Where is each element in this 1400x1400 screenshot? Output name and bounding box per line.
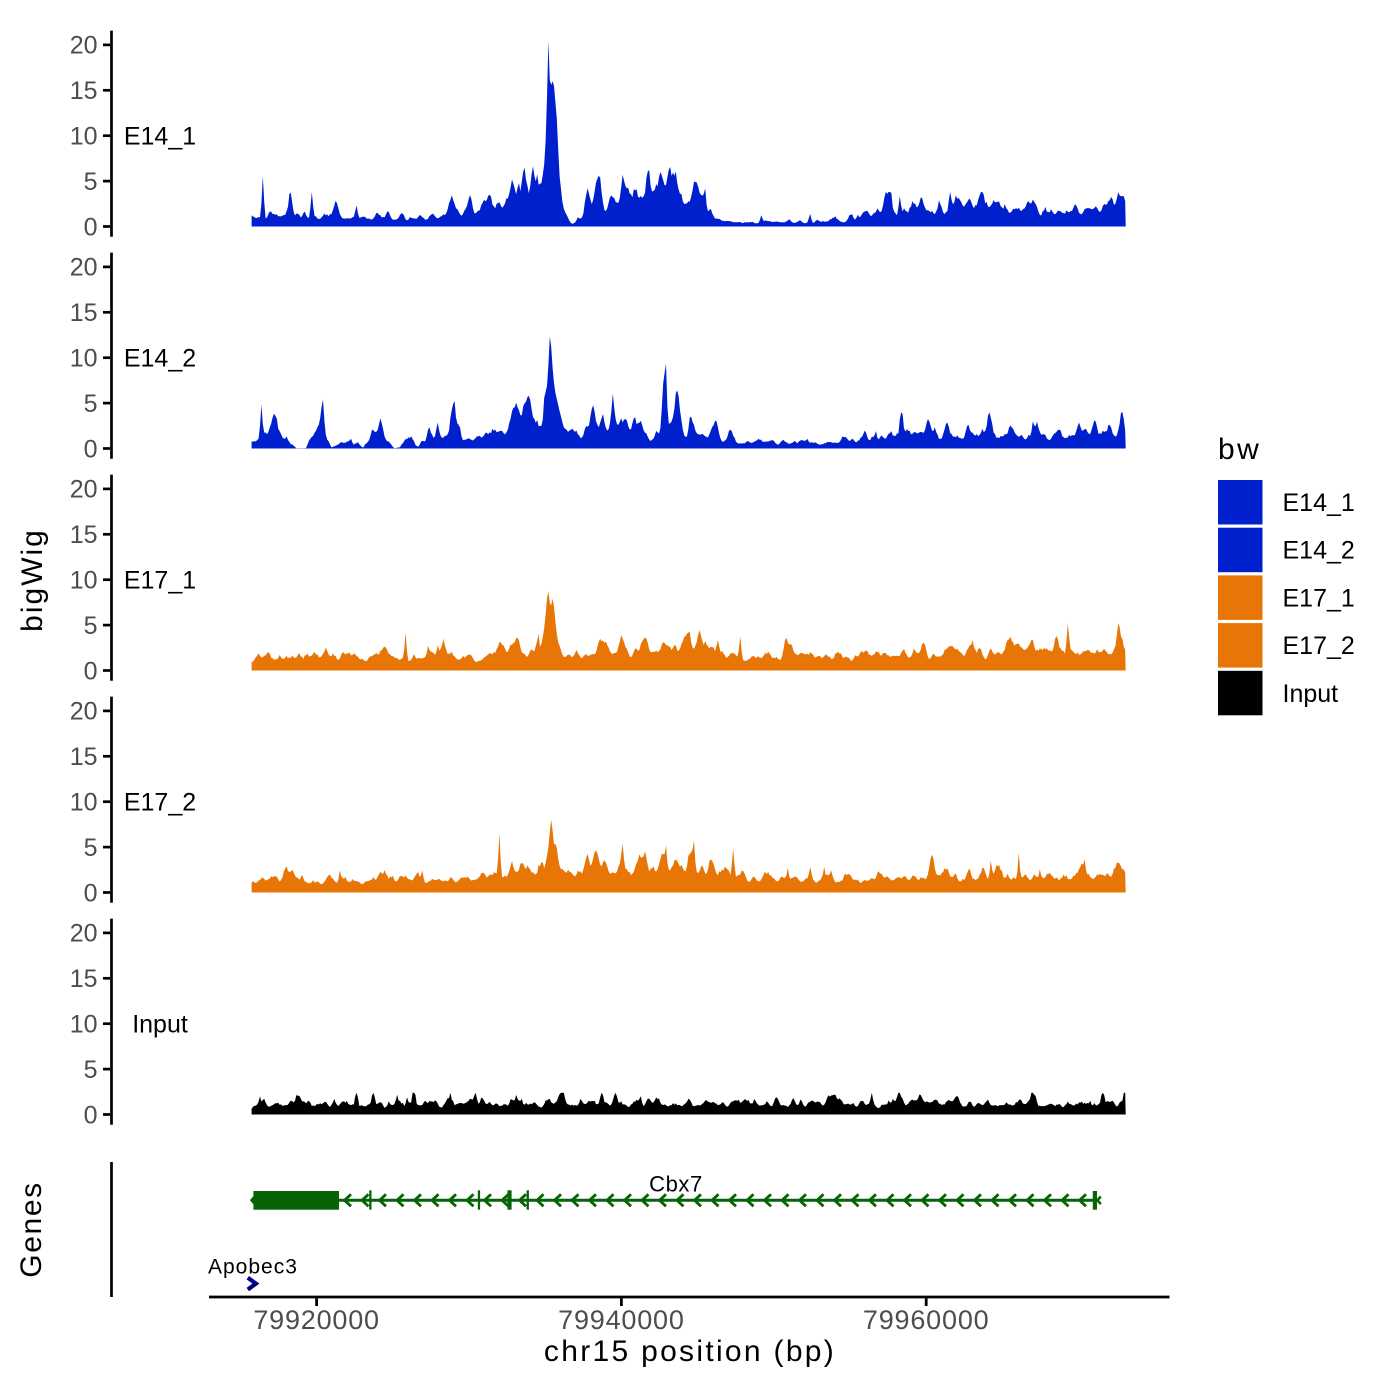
svg-text:0: 0: [84, 1101, 98, 1129]
svg-text:E14_1: E14_1: [1283, 489, 1355, 517]
svg-text:20: 20: [70, 476, 98, 504]
svg-text:0: 0: [84, 435, 98, 463]
svg-text:0: 0: [84, 879, 98, 907]
svg-text:79940000: 79940000: [558, 1305, 685, 1335]
svg-text:E17_1: E17_1: [1283, 584, 1355, 612]
svg-text:5: 5: [84, 1056, 98, 1084]
svg-text:Genes: Genes: [15, 1181, 48, 1277]
svg-text:5: 5: [84, 390, 98, 418]
svg-text:Cbx7: Cbx7: [649, 1172, 703, 1197]
svg-text:5: 5: [84, 168, 98, 196]
svg-text:chr15 position (bp): chr15 position (bp): [544, 1335, 836, 1368]
svg-text:0: 0: [84, 657, 98, 685]
svg-text:E14_2: E14_2: [124, 345, 196, 373]
svg-text:E14_2: E14_2: [1283, 537, 1355, 565]
svg-text:5: 5: [84, 834, 98, 862]
svg-text:Input: Input: [132, 1011, 188, 1039]
svg-text:10: 10: [70, 345, 98, 373]
svg-text:15: 15: [70, 965, 98, 993]
svg-text:10: 10: [70, 1011, 98, 1039]
svg-text:79920000: 79920000: [253, 1305, 380, 1335]
svg-text:79960000: 79960000: [863, 1305, 990, 1335]
svg-text:15: 15: [70, 743, 98, 771]
svg-text:10: 10: [70, 789, 98, 817]
svg-text:E17_1: E17_1: [124, 567, 196, 595]
svg-text:15: 15: [70, 77, 98, 105]
svg-text:20: 20: [70, 698, 98, 726]
svg-text:20: 20: [70, 254, 98, 282]
svg-text:Input: Input: [1283, 680, 1339, 708]
svg-text:E17_2: E17_2: [124, 789, 196, 817]
svg-text:10: 10: [70, 567, 98, 595]
svg-text:0: 0: [84, 213, 98, 241]
svg-text:15: 15: [70, 299, 98, 327]
svg-text:20: 20: [70, 32, 98, 60]
svg-text:15: 15: [70, 521, 98, 549]
svg-text:E17_2: E17_2: [1283, 632, 1355, 660]
svg-text:bigWig: bigWig: [16, 528, 49, 632]
svg-text:bw: bw: [1218, 433, 1261, 466]
svg-text:E14_1: E14_1: [124, 123, 196, 151]
svg-text:Apobec3: Apobec3: [208, 1256, 298, 1279]
svg-text:20: 20: [70, 920, 98, 948]
svg-text:5: 5: [84, 612, 98, 640]
svg-text:10: 10: [70, 123, 98, 151]
